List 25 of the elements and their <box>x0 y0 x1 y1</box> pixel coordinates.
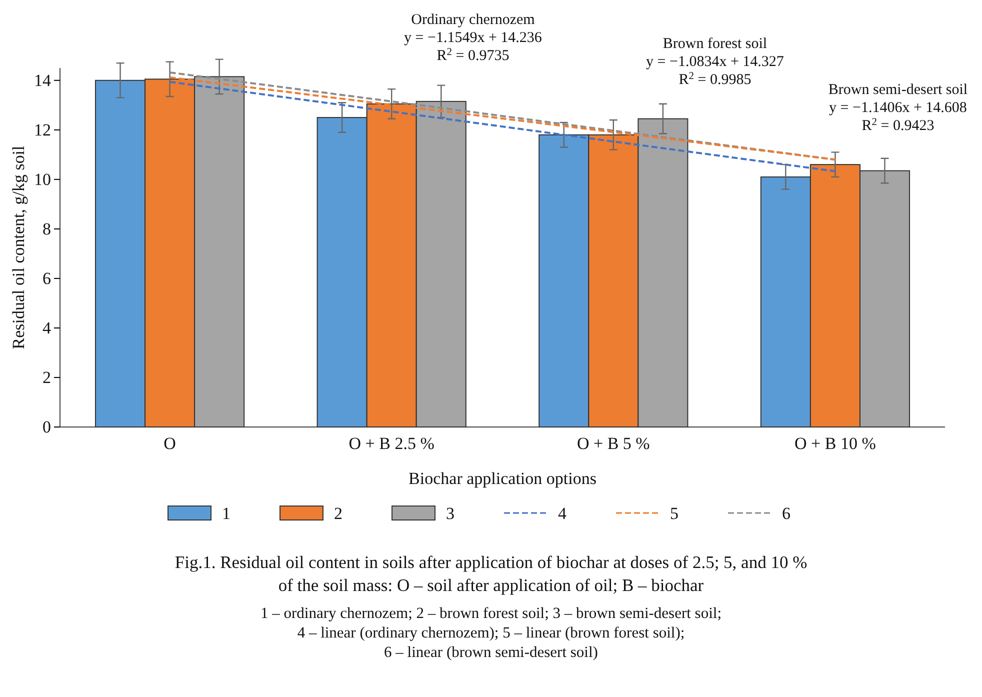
text: 1 – ordinary chernozem; 2 – brown forest soil; 3 – brown semi-desert soil; 4 – linear (ordinary chernozem); 5 – linear (brown forest soil); 6 – linear (brown semi-desert soil) <box>260 605 722 661</box>
y-tick-label: 14 <box>34 70 52 90</box>
x-tick-label: O + B 10 % <box>794 434 876 454</box>
y-tick-label: 12 <box>34 120 51 140</box>
x-tick-label: O + B 2.5 % <box>348 434 434 454</box>
legend-label: 1 <box>222 504 230 523</box>
x-tick-label: O <box>164 434 176 454</box>
y-tick-label: 10 <box>34 170 51 189</box>
y-tick-label: 8 <box>42 219 51 238</box>
legend-label: 3 <box>446 504 454 523</box>
caption: Fig.1. Residual oil content in soils after application of biochar at doses of 2.5; 5, and 10 % of the soil mass: O – soil after application of oil; B – biochar <box>174 552 808 595</box>
y-tick-label: 0 <box>42 417 51 436</box>
x-axis-title: Biochar application options <box>408 469 596 488</box>
y-axis-title: Residual oil content, g/kg soil <box>9 145 28 350</box>
y-tick-label: 4 <box>42 318 52 338</box>
y-tick-label: 2 <box>42 368 51 387</box>
legend-label: 6 <box>782 504 790 523</box>
legend-label: 4 <box>558 504 567 523</box>
text: Ordinary chernozem y = −1.1549x + 14.236 R$^{2}$ = 0.9735 <box>404 12 542 64</box>
annotation: Brown semi-desert soil y = −1.1406x + 14.608 R$^{2}$ = 0.9423 <box>828 82 968 134</box>
x-tick-label: O + B 5 % <box>576 434 650 454</box>
legend-label: 5 <box>670 504 678 523</box>
legend-label: 2 <box>334 504 342 523</box>
annotation: Brown forest soil y = −1.0834x + 14.327 R$^{2}$ = 0.9985 <box>646 36 784 88</box>
y-tick-label: 6 <box>42 268 51 288</box>
